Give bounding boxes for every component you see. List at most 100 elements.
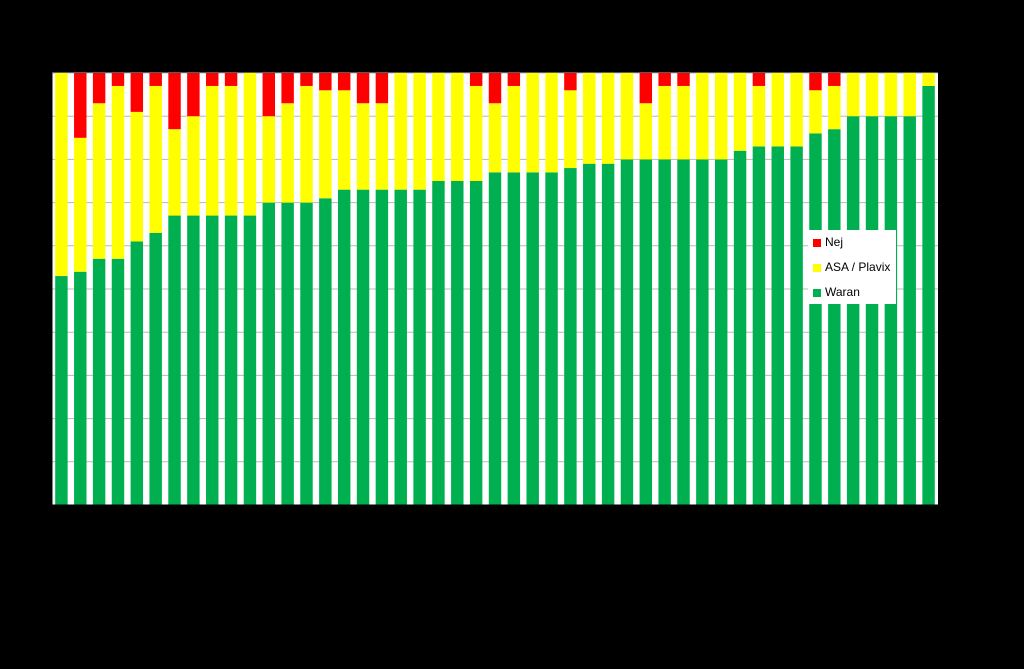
bar-segment [300, 85, 313, 203]
bar-segment [337, 189, 351, 505]
bar-segment [300, 73, 313, 86]
bar-segment [187, 215, 200, 505]
bar-segment [733, 73, 747, 151]
bar-segment [583, 73, 596, 164]
bar-segment [639, 159, 653, 505]
bar-segment [262, 73, 276, 117]
bar-segment [696, 73, 709, 160]
bar-segment [828, 129, 841, 505]
bar-segment [507, 172, 521, 506]
bar-segment [564, 168, 577, 506]
bar-segment [677, 73, 690, 86]
bar-segment [752, 73, 766, 86]
bar-segment [149, 232, 162, 505]
bar-segment [696, 159, 709, 505]
bar-segment [714, 73, 728, 160]
bar-segment [111, 85, 125, 259]
bar-segment [884, 116, 898, 505]
legend-label: ASA / Plavix [825, 260, 890, 274]
bar-segment [469, 181, 483, 505]
bar-segment [74, 271, 87, 505]
bar-segment [74, 73, 87, 138]
bar-segment [564, 90, 577, 169]
bar-segment [658, 73, 671, 86]
bar-segment [149, 73, 162, 86]
legend-label: Waran [825, 285, 860, 299]
bar-segment [865, 116, 879, 505]
bar-segment [809, 73, 822, 91]
bar-segment [206, 73, 219, 86]
bar-segment [809, 90, 822, 134]
bar-segment [319, 90, 332, 199]
bar-segment [583, 163, 596, 505]
bar-segment [319, 73, 332, 91]
bar-segment [243, 215, 257, 505]
bar-segment [394, 189, 407, 505]
bar-segment [922, 85, 935, 506]
bar-segment [224, 215, 238, 505]
bar-segment [620, 159, 634, 505]
bar-segment [658, 159, 671, 505]
bar-segment [130, 73, 144, 112]
bar-segment [375, 73, 389, 104]
bar-segment [714, 159, 728, 505]
bar-segment [187, 116, 200, 216]
bar-segment [224, 85, 238, 216]
bar-segment [356, 189, 370, 505]
bar-segment [375, 189, 389, 505]
bar-segment [639, 73, 653, 104]
bar-segment [564, 73, 577, 91]
bar-segment [865, 73, 879, 117]
bar-segment [545, 172, 558, 506]
bar-segment [884, 73, 898, 117]
legend: Nej ASA / Plavix Waran [808, 230, 896, 304]
bar-segment [432, 73, 445, 181]
bar-segment [262, 116, 276, 203]
bar-segment [451, 73, 464, 181]
bar-segment [846, 73, 860, 117]
legend-swatch [813, 239, 821, 247]
bar-segment [337, 90, 351, 190]
bar-segment [92, 258, 106, 505]
bar-segment [771, 146, 784, 505]
bar-segment [922, 73, 935, 86]
bar-segment [620, 73, 634, 160]
bar-segment [262, 202, 276, 505]
bar-segment [846, 116, 860, 505]
bar-segment [281, 202, 294, 505]
bar-segment [55, 73, 68, 277]
bar-segment [828, 85, 841, 130]
bar-segment [658, 85, 671, 160]
bar-segment [469, 73, 483, 86]
bar-segment [677, 159, 690, 505]
bar-segment [281, 73, 294, 104]
bar-segment [92, 103, 106, 259]
bar-segment [432, 181, 445, 505]
bar-segment [413, 73, 426, 190]
legend-box [808, 230, 896, 304]
bar-segment [111, 73, 125, 86]
bar-segment [601, 163, 615, 505]
bar-segment [451, 181, 464, 505]
bar-segment [488, 172, 502, 506]
bar-segment [92, 73, 106, 104]
bar-segment [375, 103, 389, 190]
bar-segment [809, 133, 822, 506]
bar-segment [130, 241, 144, 506]
legend-swatch [813, 289, 821, 297]
bar-segment [507, 73, 521, 86]
bar-segment [356, 103, 370, 190]
bar-segment [149, 85, 162, 233]
bar-segment [168, 215, 181, 505]
legend-swatch [813, 264, 821, 272]
bar-segment [488, 73, 502, 104]
bar-segment [111, 258, 125, 505]
bar-segment [903, 73, 916, 117]
bar-segment [790, 73, 803, 147]
bar-segment [413, 189, 426, 505]
bar-segment [206, 85, 219, 216]
bar-segment [903, 116, 916, 505]
bar-segment [55, 276, 68, 505]
